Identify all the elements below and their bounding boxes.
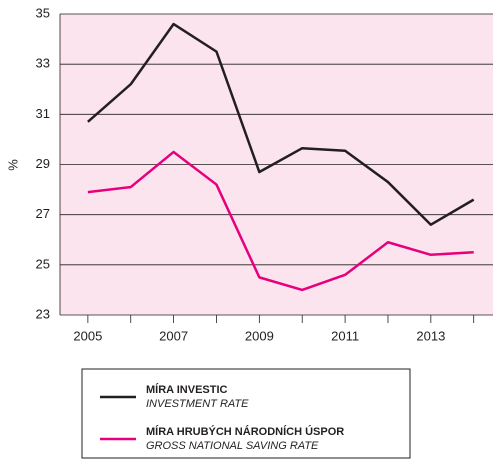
series-line (87, 22, 475, 226)
x-tick-label: 2007 (159, 328, 188, 343)
legend-label: MÍRA HRUBÝCH NÁRODNÍCH ÚSPOR (146, 425, 344, 438)
y-tick-label: 27 (36, 206, 50, 221)
y-tick-label: 29 (36, 156, 50, 171)
legend-label-en: INVESTMENT RATE (146, 398, 249, 410)
y-tick-label: 25 (36, 256, 50, 271)
legend-label-en: GROSS NATIONAL SAVING RATE (146, 440, 319, 452)
y-tick-label: 35 (36, 5, 50, 20)
x-tick-label: 2005 (73, 328, 102, 343)
series-line (87, 150, 474, 292)
y-tick-label: 33 (36, 56, 50, 71)
x-tick-label: 2013 (416, 328, 445, 343)
y-tick-label: 23 (36, 306, 50, 321)
legend (81, 368, 411, 459)
y-axis-label: % (5, 159, 20, 171)
x-tick-label: 2011 (331, 328, 359, 343)
x-tick-label: 2009 (245, 328, 274, 343)
y-tick-label: 31 (36, 106, 50, 121)
legend-label: MÍRA INVESTIC (146, 383, 228, 396)
